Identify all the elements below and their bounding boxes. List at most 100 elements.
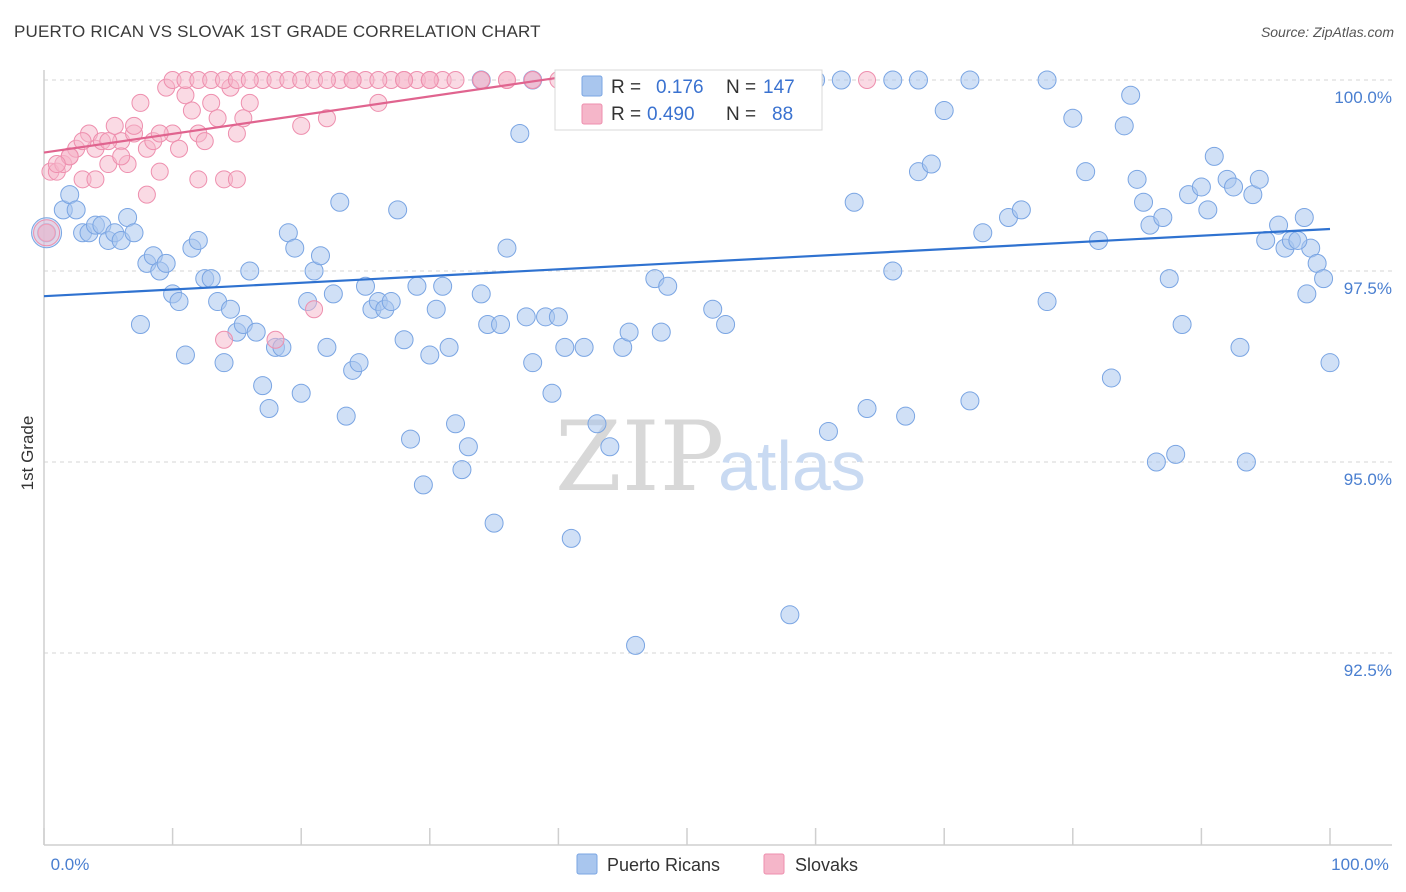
- legend-n-label-2: N =: [726, 104, 756, 125]
- grid-lines: [44, 79, 1392, 654]
- puerto-ricans-point: [201, 269, 221, 289]
- puerto-ricans-point: [542, 383, 562, 403]
- puerto-ricans-point: [1320, 353, 1340, 373]
- legend-n-value-1: 147: [763, 77, 795, 98]
- puerto-ricans-point: [124, 223, 144, 243]
- series-legend: Puerto Ricans Slovaks: [576, 853, 858, 875]
- slovaks-point: [369, 71, 388, 89]
- puerto-ricans-point: [883, 261, 903, 281]
- axes: [43, 70, 1392, 846]
- slovaks-point: [131, 93, 150, 112]
- puerto-ricans-point: [780, 605, 800, 625]
- puerto-ricans-point: [1204, 146, 1224, 166]
- puerto-ricans-point: [220, 299, 240, 319]
- slovaks-point: [317, 71, 336, 89]
- legend-n-value-2: 88: [772, 104, 793, 125]
- puerto-ricans-point: [259, 399, 279, 419]
- puerto-ricans-point: [484, 513, 504, 533]
- puerto-ricans-point: [330, 192, 350, 212]
- x-tick-label-max: 100.0%: [1331, 855, 1389, 874]
- y-tick-label-3: 100.0%: [1334, 88, 1392, 107]
- legend-r-label-2: R =: [611, 104, 641, 125]
- puerto-ricans-point: [130, 314, 150, 334]
- puerto-ricans-point: [626, 635, 646, 655]
- legend-r-value-1: 0.176: [656, 77, 704, 98]
- puerto-ricans-point: [1037, 292, 1057, 312]
- slovaks-point: [182, 101, 201, 120]
- slovaks-point: [266, 330, 285, 349]
- puerto-ricans-point: [1230, 337, 1250, 357]
- chart-title: PUERTO RICAN VS SLOVAK 1ST GRADE CORRELA…: [14, 22, 541, 41]
- puerto-ricans-point: [240, 261, 260, 281]
- slovaks-point: [99, 132, 118, 151]
- puerto-ricans-point: [317, 337, 337, 357]
- puerto-ricans-point: [1037, 70, 1057, 90]
- puerto-ricans-point: [574, 337, 594, 357]
- slovaks-point-cluster: [33, 219, 61, 247]
- x-axis-ticks: [43, 828, 1331, 845]
- puerto-ricans-point: [66, 200, 86, 220]
- slovaks-point: [240, 71, 259, 89]
- puerto-ricans-point: [555, 337, 575, 357]
- puerto-ricans-point: [381, 292, 401, 312]
- puerto-ricans-point: [908, 70, 928, 90]
- puerto-ricans-point: [323, 284, 343, 304]
- puerto-ricans-point: [510, 123, 530, 143]
- puerto-ricans-point: [169, 292, 189, 312]
- puerto-ricans-point: [214, 353, 234, 373]
- puerto-ricans-point: [1076, 162, 1096, 182]
- puerto-ricans-point: [1297, 284, 1317, 304]
- puerto-ricans-point: [523, 353, 543, 373]
- puerto-ricans-point: [960, 391, 980, 411]
- slovaks-point: [195, 132, 214, 151]
- puerto-ricans-point: [716, 314, 736, 334]
- slovaks-point: [86, 170, 105, 189]
- puerto-ricans-point: [439, 337, 459, 357]
- puerto-ricans-point: [188, 230, 208, 250]
- puerto-ricans-point: [356, 276, 375, 296]
- puerto-ricans-point: [452, 460, 472, 480]
- puerto-ricans-point: [413, 475, 433, 495]
- slovaks-point: [47, 155, 66, 174]
- slovaks-point: [189, 170, 208, 189]
- puerto-ricans-point: [1127, 169, 1147, 189]
- puerto-ricans-point: [1314, 269, 1334, 289]
- puerto-ricans-point: [407, 276, 427, 296]
- puerto-ricans-point: [921, 154, 941, 174]
- legend-r-label-1: R =: [611, 77, 641, 98]
- puerto-ricans-point: [1153, 208, 1173, 228]
- slovaks-point: [472, 71, 491, 89]
- puerto-ricans-point: [175, 345, 195, 365]
- slovaks-trend-line: [43, 76, 559, 154]
- bottom-legend-swatch-blue: [576, 853, 598, 875]
- puerto-ricans-point: [548, 307, 568, 327]
- stats-legend: R = 0.176 N = 147 R = 0.490 N = 88: [554, 69, 823, 131]
- y-axis-label: 1st Grade: [18, 416, 37, 491]
- slovaks-point: [292, 116, 311, 135]
- puerto-ricans-point: [1191, 177, 1211, 197]
- puerto-ricans-point: [857, 399, 877, 419]
- puerto-ricans-point: [1146, 452, 1166, 472]
- puerto-ricans-point: [401, 429, 421, 449]
- slovaks-point: [317, 109, 336, 128]
- puerto-ricans-point: [973, 223, 993, 243]
- puerto-ricans-point: [600, 437, 620, 457]
- puerto-ricans-point: [491, 314, 511, 334]
- legend-swatch-blue: [581, 75, 603, 97]
- slovaks-point: [125, 116, 144, 135]
- puerto-ricans-point: [310, 246, 330, 266]
- puerto-ricans-point: [703, 299, 723, 319]
- slovaks-point: [37, 223, 56, 242]
- puerto-ricans-point: [253, 376, 273, 396]
- puerto-ricans-point: [1101, 368, 1121, 388]
- slovaks-point: [446, 71, 465, 89]
- series-slovaks-points: [33, 71, 877, 349]
- puerto-ricans-point: [246, 322, 266, 342]
- puerto-ricans-point: [1236, 452, 1256, 472]
- y-tick-label-1: 95.0%: [1344, 470, 1392, 489]
- watermark-zip: ZIP: [555, 401, 724, 513]
- bottom-legend-series-1: Puerto Ricans: [607, 855, 720, 875]
- puerto-ricans-point: [446, 414, 466, 434]
- puerto-ricans-point: [1269, 215, 1289, 235]
